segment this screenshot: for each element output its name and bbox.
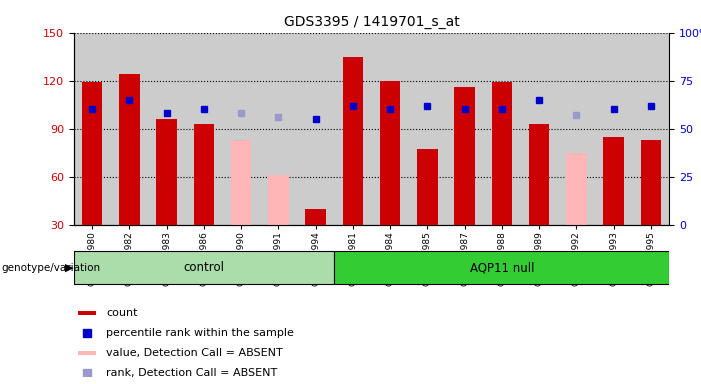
Text: percentile rank within the sample: percentile rank within the sample (107, 328, 294, 338)
Title: GDS3395 / 1419701_s_at: GDS3395 / 1419701_s_at (284, 15, 459, 29)
Bar (193, 124, 215, 225)
Bar (343, 57, 363, 225)
Bar (306, 209, 326, 225)
Bar (529, 124, 550, 225)
Text: control: control (184, 262, 224, 274)
Bar (334, 252, 669, 284)
Bar (641, 140, 661, 225)
Bar (491, 82, 512, 225)
Bar (119, 74, 139, 225)
Bar (417, 149, 437, 225)
Bar (79, 311, 96, 315)
Bar (79, 351, 96, 355)
Bar (74, 252, 334, 284)
Text: value, Detection Call = ABSENT: value, Detection Call = ABSENT (107, 348, 283, 358)
Text: ▶: ▶ (64, 263, 73, 273)
Bar (268, 175, 289, 225)
Bar (566, 153, 587, 225)
Bar (380, 81, 400, 225)
Bar (82, 82, 102, 225)
Text: count: count (107, 308, 138, 318)
Bar (454, 87, 475, 225)
Bar (156, 119, 177, 225)
Bar (604, 137, 624, 225)
Text: rank, Detection Call = ABSENT: rank, Detection Call = ABSENT (107, 368, 278, 378)
Bar (231, 140, 252, 225)
Text: AQP11 null: AQP11 null (470, 262, 534, 274)
Text: genotype/variation: genotype/variation (1, 263, 100, 273)
